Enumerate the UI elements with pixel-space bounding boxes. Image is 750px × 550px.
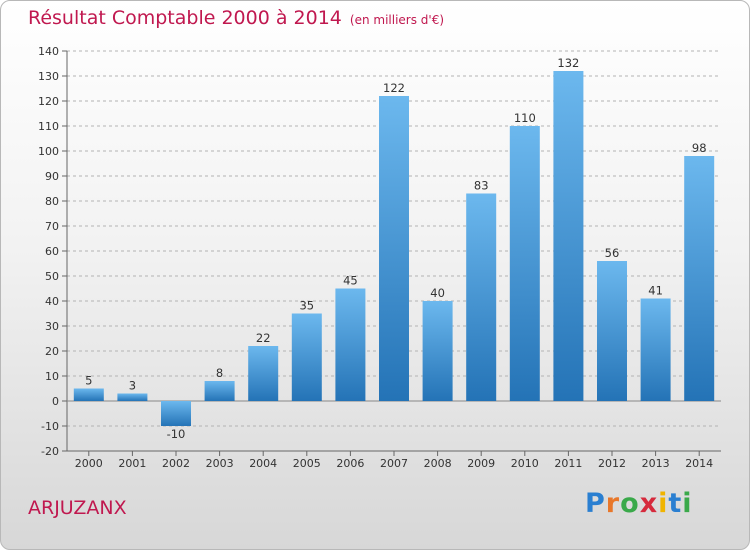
data-label: 83 <box>474 179 489 193</box>
chart-title: Résultat Comptable 2000 à 2014 (en millie… <box>28 7 444 29</box>
y-tick-label: 20 <box>45 345 59 358</box>
logo-letter: o <box>620 488 640 519</box>
y-tick-label: -20 <box>41 445 59 458</box>
logo-letter: r <box>605 488 621 519</box>
y-tick-label: -10 <box>41 420 59 433</box>
x-tick-label: 2005 <box>293 457 321 470</box>
x-tick-label: 2004 <box>249 457 277 470</box>
y-tick-label: 30 <box>45 320 59 333</box>
x-tick-label: 2006 <box>336 457 364 470</box>
y-tick-label: 10 <box>45 370 59 383</box>
data-label: 3 <box>129 379 136 393</box>
data-label: 5 <box>85 374 92 388</box>
data-label: 41 <box>648 284 663 298</box>
data-label: -10 <box>167 427 186 441</box>
bar <box>335 288 366 401</box>
x-tick-label: 2009 <box>467 457 495 470</box>
data-label: 56 <box>605 246 620 260</box>
y-tick-label: 40 <box>45 295 59 308</box>
x-tick-label: 2007 <box>380 457 408 470</box>
y-tick-label: 110 <box>38 120 59 133</box>
data-label: 122 <box>383 81 405 95</box>
data-label: 45 <box>343 274 358 288</box>
logo-letter: t <box>668 488 683 519</box>
y-tick-label: 70 <box>45 220 59 233</box>
logo-letter: x <box>639 488 659 519</box>
data-label: 40 <box>430 286 445 300</box>
commune-name: ARJUZANX <box>28 497 127 519</box>
data-label: 35 <box>299 299 314 313</box>
y-tick-label: 120 <box>38 95 59 108</box>
x-tick-label: 2002 <box>162 457 190 470</box>
data-label: 8 <box>216 366 223 380</box>
x-tick-label: 2003 <box>206 457 234 470</box>
x-tick-label: 2001 <box>118 457 146 470</box>
bar <box>73 388 104 401</box>
data-label: 132 <box>557 56 579 70</box>
x-tick-label: 2011 <box>554 457 582 470</box>
chart-title-text: Résultat Comptable 2000 à 2014 <box>28 7 342 29</box>
bar <box>640 298 671 401</box>
x-tick-label: 2012 <box>598 457 626 470</box>
bar <box>291 313 322 401</box>
x-tick-label: 2014 <box>685 457 713 470</box>
bar <box>509 126 540 401</box>
chart-unit: (en milliers d'€) <box>349 13 445 27</box>
x-tick-label: 2010 <box>511 457 539 470</box>
x-tick-label: 2013 <box>642 457 670 470</box>
bar <box>597 261 627 401</box>
y-tick-label: 60 <box>45 245 59 258</box>
y-tick-label: 50 <box>45 270 59 283</box>
y-tick-label: 90 <box>45 170 59 183</box>
bar <box>248 346 279 401</box>
proxiti-logo: Proxiti <box>585 488 693 519</box>
bar <box>684 156 715 401</box>
y-tick-label: 100 <box>38 145 59 158</box>
logo-letter: P <box>585 488 606 519</box>
data-label: 22 <box>256 331 271 345</box>
data-label: 98 <box>692 141 707 155</box>
bar <box>422 301 453 401</box>
logo-letter: i <box>682 488 693 519</box>
y-tick-label: 0 <box>52 395 59 408</box>
bar <box>204 381 235 401</box>
y-tick-label: 130 <box>38 70 59 83</box>
bar <box>553 71 584 401</box>
bar <box>161 401 191 426</box>
logo-letter: i <box>658 488 669 519</box>
x-tick-label: 2008 <box>424 457 452 470</box>
bar <box>379 96 409 401</box>
data-label: 110 <box>514 111 536 125</box>
y-tick-label: 80 <box>45 195 59 208</box>
y-tick-label: 140 <box>38 45 59 58</box>
bar <box>466 193 497 401</box>
bar <box>117 393 148 401</box>
x-tick-label: 2000 <box>75 457 103 470</box>
